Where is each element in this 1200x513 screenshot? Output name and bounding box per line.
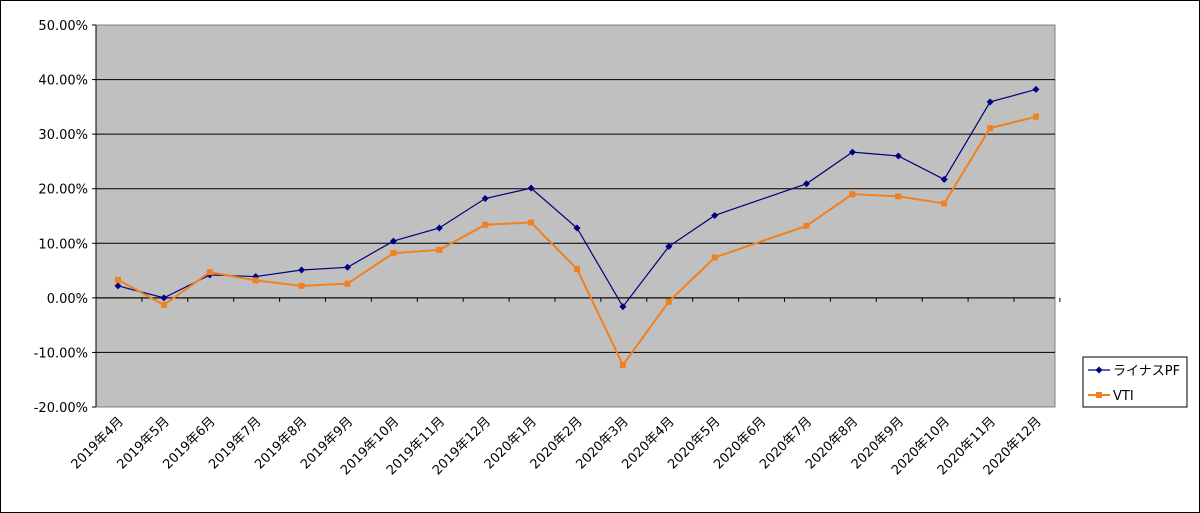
series-line — [117, 115, 1037, 367]
data-point — [803, 222, 810, 229]
legend-marker — [1096, 392, 1102, 398]
legend-label: VTI — [1113, 389, 1134, 404]
data-point — [574, 265, 580, 272]
series-line — [117, 88, 1037, 308]
data-point — [849, 191, 856, 198]
data-point — [344, 280, 351, 287]
data-point — [573, 224, 581, 232]
data-point — [1033, 113, 1039, 120]
data-point — [711, 211, 719, 219]
y-tick-label: -10.00% — [34, 346, 88, 361]
data-point — [527, 184, 535, 192]
y-tick-label: 40.00% — [38, 74, 88, 89]
y-axis-ticks: 50.00% 40.00% 30.00% 20.00% 10.00% 0.00% -10.0… — [34, 19, 96, 416]
plot-area — [95, 24, 1056, 408]
data-point — [160, 301, 167, 308]
data-point — [711, 254, 718, 261]
data-point — [115, 276, 121, 283]
data-point — [482, 221, 489, 228]
data-point — [389, 237, 397, 245]
y-tick-label: 30.00% — [38, 128, 88, 143]
data-point — [160, 294, 168, 302]
y-tick-label: 10.00% — [38, 237, 88, 252]
y-tick-label: 0.00% — [47, 292, 88, 307]
data-point — [298, 266, 306, 274]
data-point — [481, 195, 489, 203]
legend-marker — [1095, 366, 1103, 374]
data-point — [665, 298, 672, 305]
data-point — [619, 361, 626, 368]
data-point — [665, 243, 673, 251]
data-point — [114, 282, 122, 290]
data-point — [803, 180, 810, 188]
legend-label: ライナスPF — [1113, 364, 1180, 379]
y-tick-label: 50.00% — [38, 19, 88, 34]
data-point — [252, 277, 259, 284]
data-point — [390, 250, 397, 257]
data-point — [206, 269, 213, 276]
data-point — [1032, 85, 1040, 93]
data-point — [344, 263, 351, 271]
data-point — [619, 303, 627, 311]
series-group — [114, 85, 1040, 368]
y-tick-label: -20.00% — [34, 401, 88, 416]
data-point — [895, 193, 902, 200]
series-1 — [114, 85, 1040, 311]
legend-box — [1082, 356, 1188, 408]
data-point — [894, 152, 902, 160]
data-point — [435, 224, 443, 232]
data-point — [987, 125, 994, 132]
data-point — [941, 200, 948, 207]
y-tick-label: 20.00% — [38, 183, 88, 198]
legend: ライナスPF VTI — [1082, 356, 1188, 408]
data-point — [986, 98, 994, 106]
data-point — [528, 219, 535, 226]
data-point — [298, 282, 305, 289]
data-point — [436, 246, 443, 253]
data-point — [940, 175, 948, 183]
axes — [95, 25, 1055, 407]
data-point — [848, 148, 856, 156]
series-2 — [115, 113, 1039, 368]
